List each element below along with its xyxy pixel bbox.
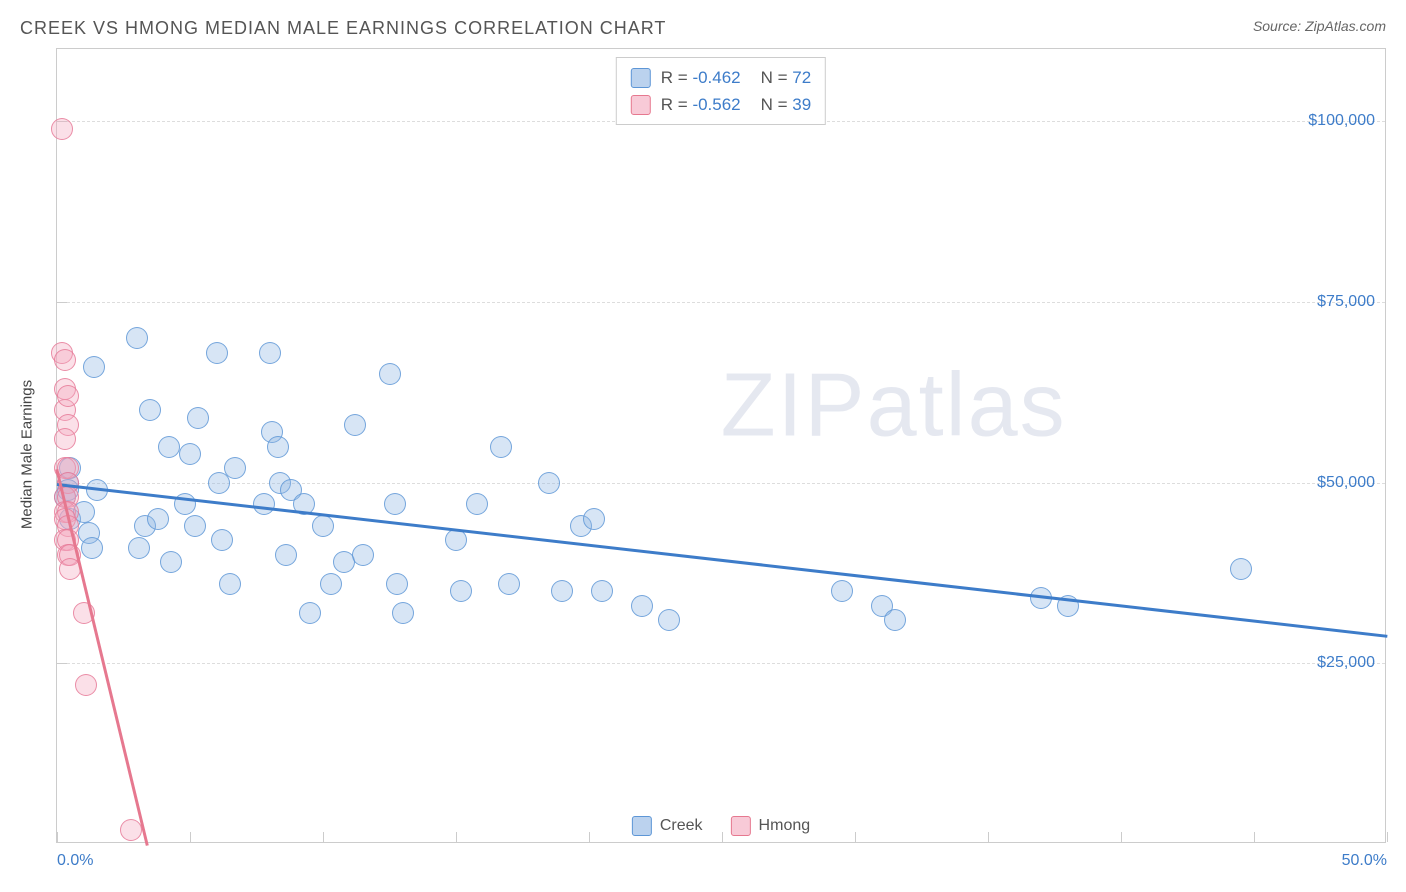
data-point [57,385,79,407]
data-point [312,515,334,537]
data-point [184,515,206,537]
data-point [379,363,401,385]
data-point [344,414,366,436]
source-label: Source: ZipAtlas.com [1253,18,1386,34]
y-tick [57,663,67,664]
swatch-blue-icon [631,68,651,88]
x-tick [456,832,457,842]
x-tick [57,832,58,842]
gridline [57,663,1385,664]
data-point [54,428,76,450]
swatch-blue-icon [632,816,652,836]
data-point [81,537,103,559]
data-point [386,573,408,595]
data-point [631,595,653,617]
data-point [187,407,209,429]
data-point [658,609,680,631]
x-min-label: 0.0% [57,852,93,870]
data-point [126,327,148,349]
data-point [120,819,142,841]
data-point [211,529,233,551]
chart-title: CREEK VS HMONG MEDIAN MALE EARNINGS CORR… [20,18,666,38]
data-point [206,342,228,364]
x-tick [1254,832,1255,842]
y-tick-label: $25,000 [1317,654,1375,672]
data-point [219,573,241,595]
swatch-pink-icon [731,816,751,836]
data-point [884,609,906,631]
data-point [551,580,573,602]
x-tick [190,832,191,842]
gridline [57,302,1385,303]
x-tick [1121,832,1122,842]
y-tick-label: $50,000 [1317,474,1375,492]
y-axis-label: Median Male Earnings [19,379,36,528]
x-tick [589,832,590,842]
trend-line [57,483,1387,637]
data-point [147,508,169,530]
data-point [1230,558,1252,580]
x-max-label: 50.0% [1342,852,1387,870]
data-point [259,342,281,364]
chart-container: Median Male Earnings ZIPatlas R = -0.462… [56,48,1386,843]
data-point [160,551,182,573]
series-legend: Creek Hmong [632,816,810,836]
data-point [831,580,853,602]
data-point [490,436,512,458]
data-point [466,493,488,515]
plot-area: $25,000$50,000$75,000$100,0000.0%50.0% [57,49,1385,842]
correlation-legend: R = -0.462 N = 72 R = -0.562 N = 39 [616,57,826,125]
data-point [179,443,201,465]
x-tick [855,832,856,842]
data-point [224,457,246,479]
data-point [267,436,289,458]
data-point [450,580,472,602]
data-point [275,544,297,566]
data-point [299,602,321,624]
data-point [392,602,414,624]
data-point [352,544,374,566]
data-point [538,472,560,494]
x-tick [988,832,989,842]
data-point [445,529,467,551]
data-point [54,349,76,371]
data-point [51,118,73,140]
legend-item-hmong: Hmong [731,816,811,836]
data-point [591,580,613,602]
data-point [139,399,161,421]
data-point [583,508,605,530]
x-tick [323,832,324,842]
data-point [75,674,97,696]
legend-row-creek: R = -0.462 N = 72 [631,64,811,91]
data-point [253,493,275,515]
y-tick [57,302,67,303]
swatch-pink-icon [631,95,651,115]
gridline [57,483,1385,484]
x-tick [1387,832,1388,842]
data-point [384,493,406,515]
data-point [128,537,150,559]
data-point [498,573,520,595]
data-point [158,436,180,458]
y-tick-label: $100,000 [1308,112,1375,130]
data-point [320,573,342,595]
y-tick-label: $75,000 [1317,293,1375,311]
legend-item-creek: Creek [632,816,703,836]
data-point [83,356,105,378]
legend-row-hmong: R = -0.562 N = 39 [631,91,811,118]
